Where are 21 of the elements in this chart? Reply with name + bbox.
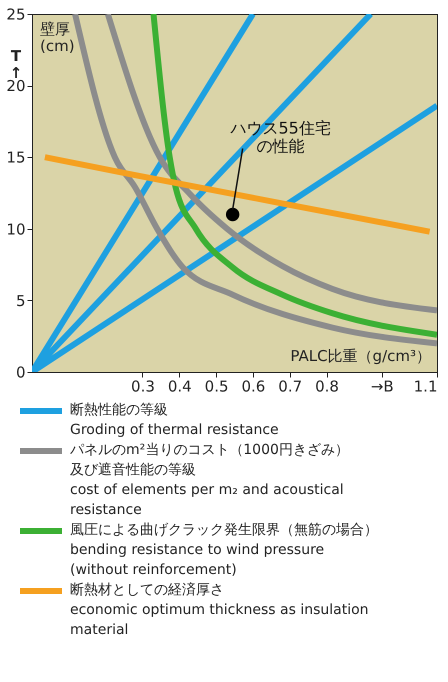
x-tick-label: 0.7 <box>278 378 302 396</box>
y-tick-label: 5 <box>16 292 26 310</box>
annotation: ハウス55住宅の性能 <box>229 118 331 156</box>
legend-label: 断熱材としての経済厚さ economic optimum thickness as insulation material <box>70 582 369 638</box>
x-tick-label: 0.8 <box>315 378 339 396</box>
y-tick-label: 25 <box>6 6 26 24</box>
x-tick-label: →B <box>370 378 394 396</box>
x-axis-title: PALC比重（g/cm³） <box>290 347 431 365</box>
x-tick-label: 0.5 <box>204 378 229 396</box>
y-axis-title: 壁厚 (cm) <box>40 20 75 55</box>
legend-label: 風圧による曲げクラック発生限界（無筋の場合） bending resistance to wind pressure (without reinforcement) <box>70 522 378 578</box>
x-tick-label: 0.3 <box>131 378 155 396</box>
y-tick-label: 10 <box>6 220 26 238</box>
x-tick-label: 0.6 <box>241 378 266 396</box>
y-tick-label: 20 <box>6 77 26 96</box>
legend-label: パネルのm²当りのコスト（1000円きざみ）及び遮音性能の等級 cost of elements per m₂ and acoustical resistance <box>69 442 349 518</box>
x-tick-label: 0.4 <box>168 378 192 396</box>
y-tick-label: 15 <box>6 148 26 167</box>
y-tick-label: 0 <box>16 364 26 382</box>
x-tick-label: 1.1 <box>414 378 438 396</box>
legend-label: 断熱性能の等級 Groding of thermal resistance <box>70 402 279 438</box>
